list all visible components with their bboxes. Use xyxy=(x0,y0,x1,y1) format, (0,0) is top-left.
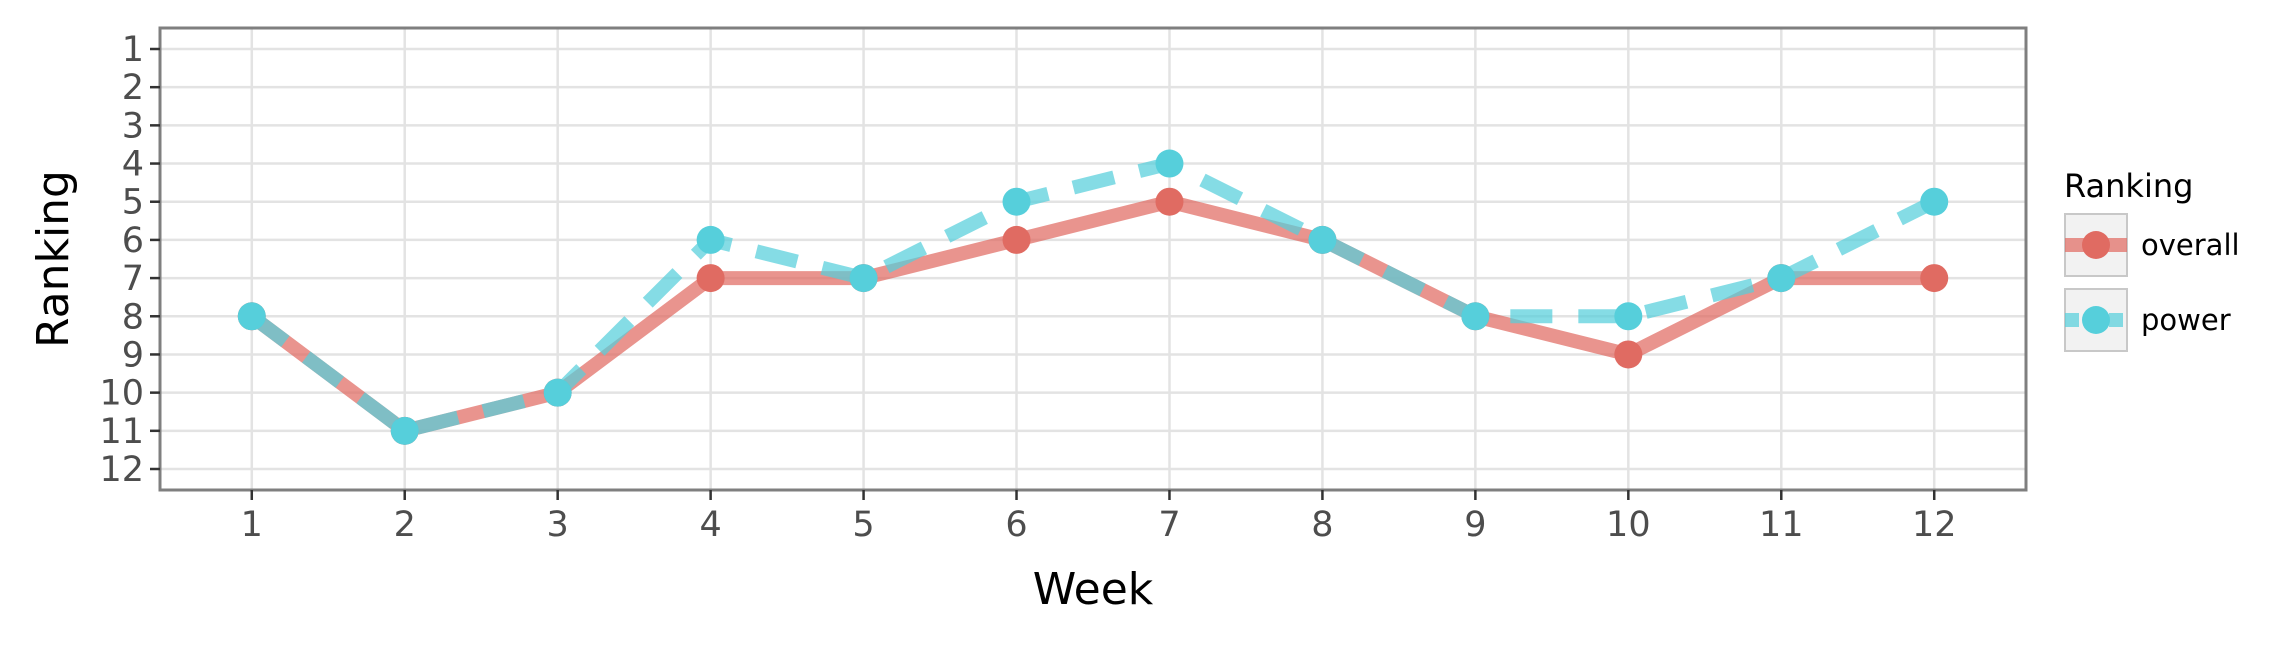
y-axis-title: Ranking xyxy=(28,170,79,348)
data-point-power xyxy=(1308,225,1337,254)
series-line-power xyxy=(247,156,1938,438)
x-tick-label: 1 xyxy=(241,505,263,545)
data-point-power xyxy=(1767,264,1796,293)
data-point-power xyxy=(1461,302,1490,331)
data-point-overall xyxy=(696,264,725,293)
legend-label-overall: overall xyxy=(2141,228,2240,262)
x-tick-label: 2 xyxy=(394,505,416,545)
x-axis-title: Week xyxy=(1033,564,1154,615)
legend-title: Ranking xyxy=(2064,167,2193,205)
x-tick-label: 9 xyxy=(1464,505,1486,545)
data-point-overall xyxy=(1002,225,1031,254)
x-tick-label: 4 xyxy=(699,505,721,545)
y-tick-label: 6 xyxy=(122,221,144,261)
y-tick-label: 11 xyxy=(99,412,144,452)
data-point-power xyxy=(390,416,419,445)
x-tick-label: 10 xyxy=(1606,505,1651,545)
series-layer xyxy=(237,149,1949,445)
y-tick-label: 2 xyxy=(122,68,144,108)
series-power xyxy=(237,149,1949,445)
panel-border xyxy=(158,26,2028,492)
y-tick-label: 4 xyxy=(122,145,144,185)
data-point-power xyxy=(1614,302,1643,331)
y-tick-label: 7 xyxy=(122,259,144,299)
data-point-power xyxy=(696,225,725,254)
series-line-overall xyxy=(247,194,1935,438)
x-tick-label: 12 xyxy=(1912,505,1957,545)
y-tick-label: 12 xyxy=(99,450,144,490)
legend: Ranking overall power xyxy=(2064,167,2240,352)
data-point-overall xyxy=(1614,340,1643,369)
data-point-power xyxy=(849,264,878,293)
data-point-power xyxy=(1002,187,1031,216)
data-point-power xyxy=(543,378,572,407)
legend-label-power: power xyxy=(2141,303,2231,337)
x-tick-label: 7 xyxy=(1158,505,1180,545)
legend-key-point-overall xyxy=(2082,231,2110,259)
data-point-power xyxy=(1155,149,1184,178)
x-tick-label: 8 xyxy=(1311,505,1333,545)
data-point-power xyxy=(1920,187,1949,216)
data-point-power xyxy=(237,302,266,331)
x-tick-label: 6 xyxy=(1005,505,1027,545)
y-tick-label: 10 xyxy=(99,374,144,414)
y-tick-label: 5 xyxy=(122,183,144,223)
data-point-overall xyxy=(1920,264,1949,293)
y-tick-label: 3 xyxy=(122,106,144,146)
x-tick-label: 5 xyxy=(852,505,874,545)
legend-key-point-power xyxy=(2082,306,2110,334)
data-point-overall xyxy=(1155,187,1184,216)
x-tick-label: 11 xyxy=(1759,505,1804,545)
y-tick-label: 1 xyxy=(122,30,144,70)
y-tick-label: 9 xyxy=(122,335,144,375)
y-tick-label: 8 xyxy=(122,297,144,337)
x-tick-label: 3 xyxy=(547,505,569,545)
